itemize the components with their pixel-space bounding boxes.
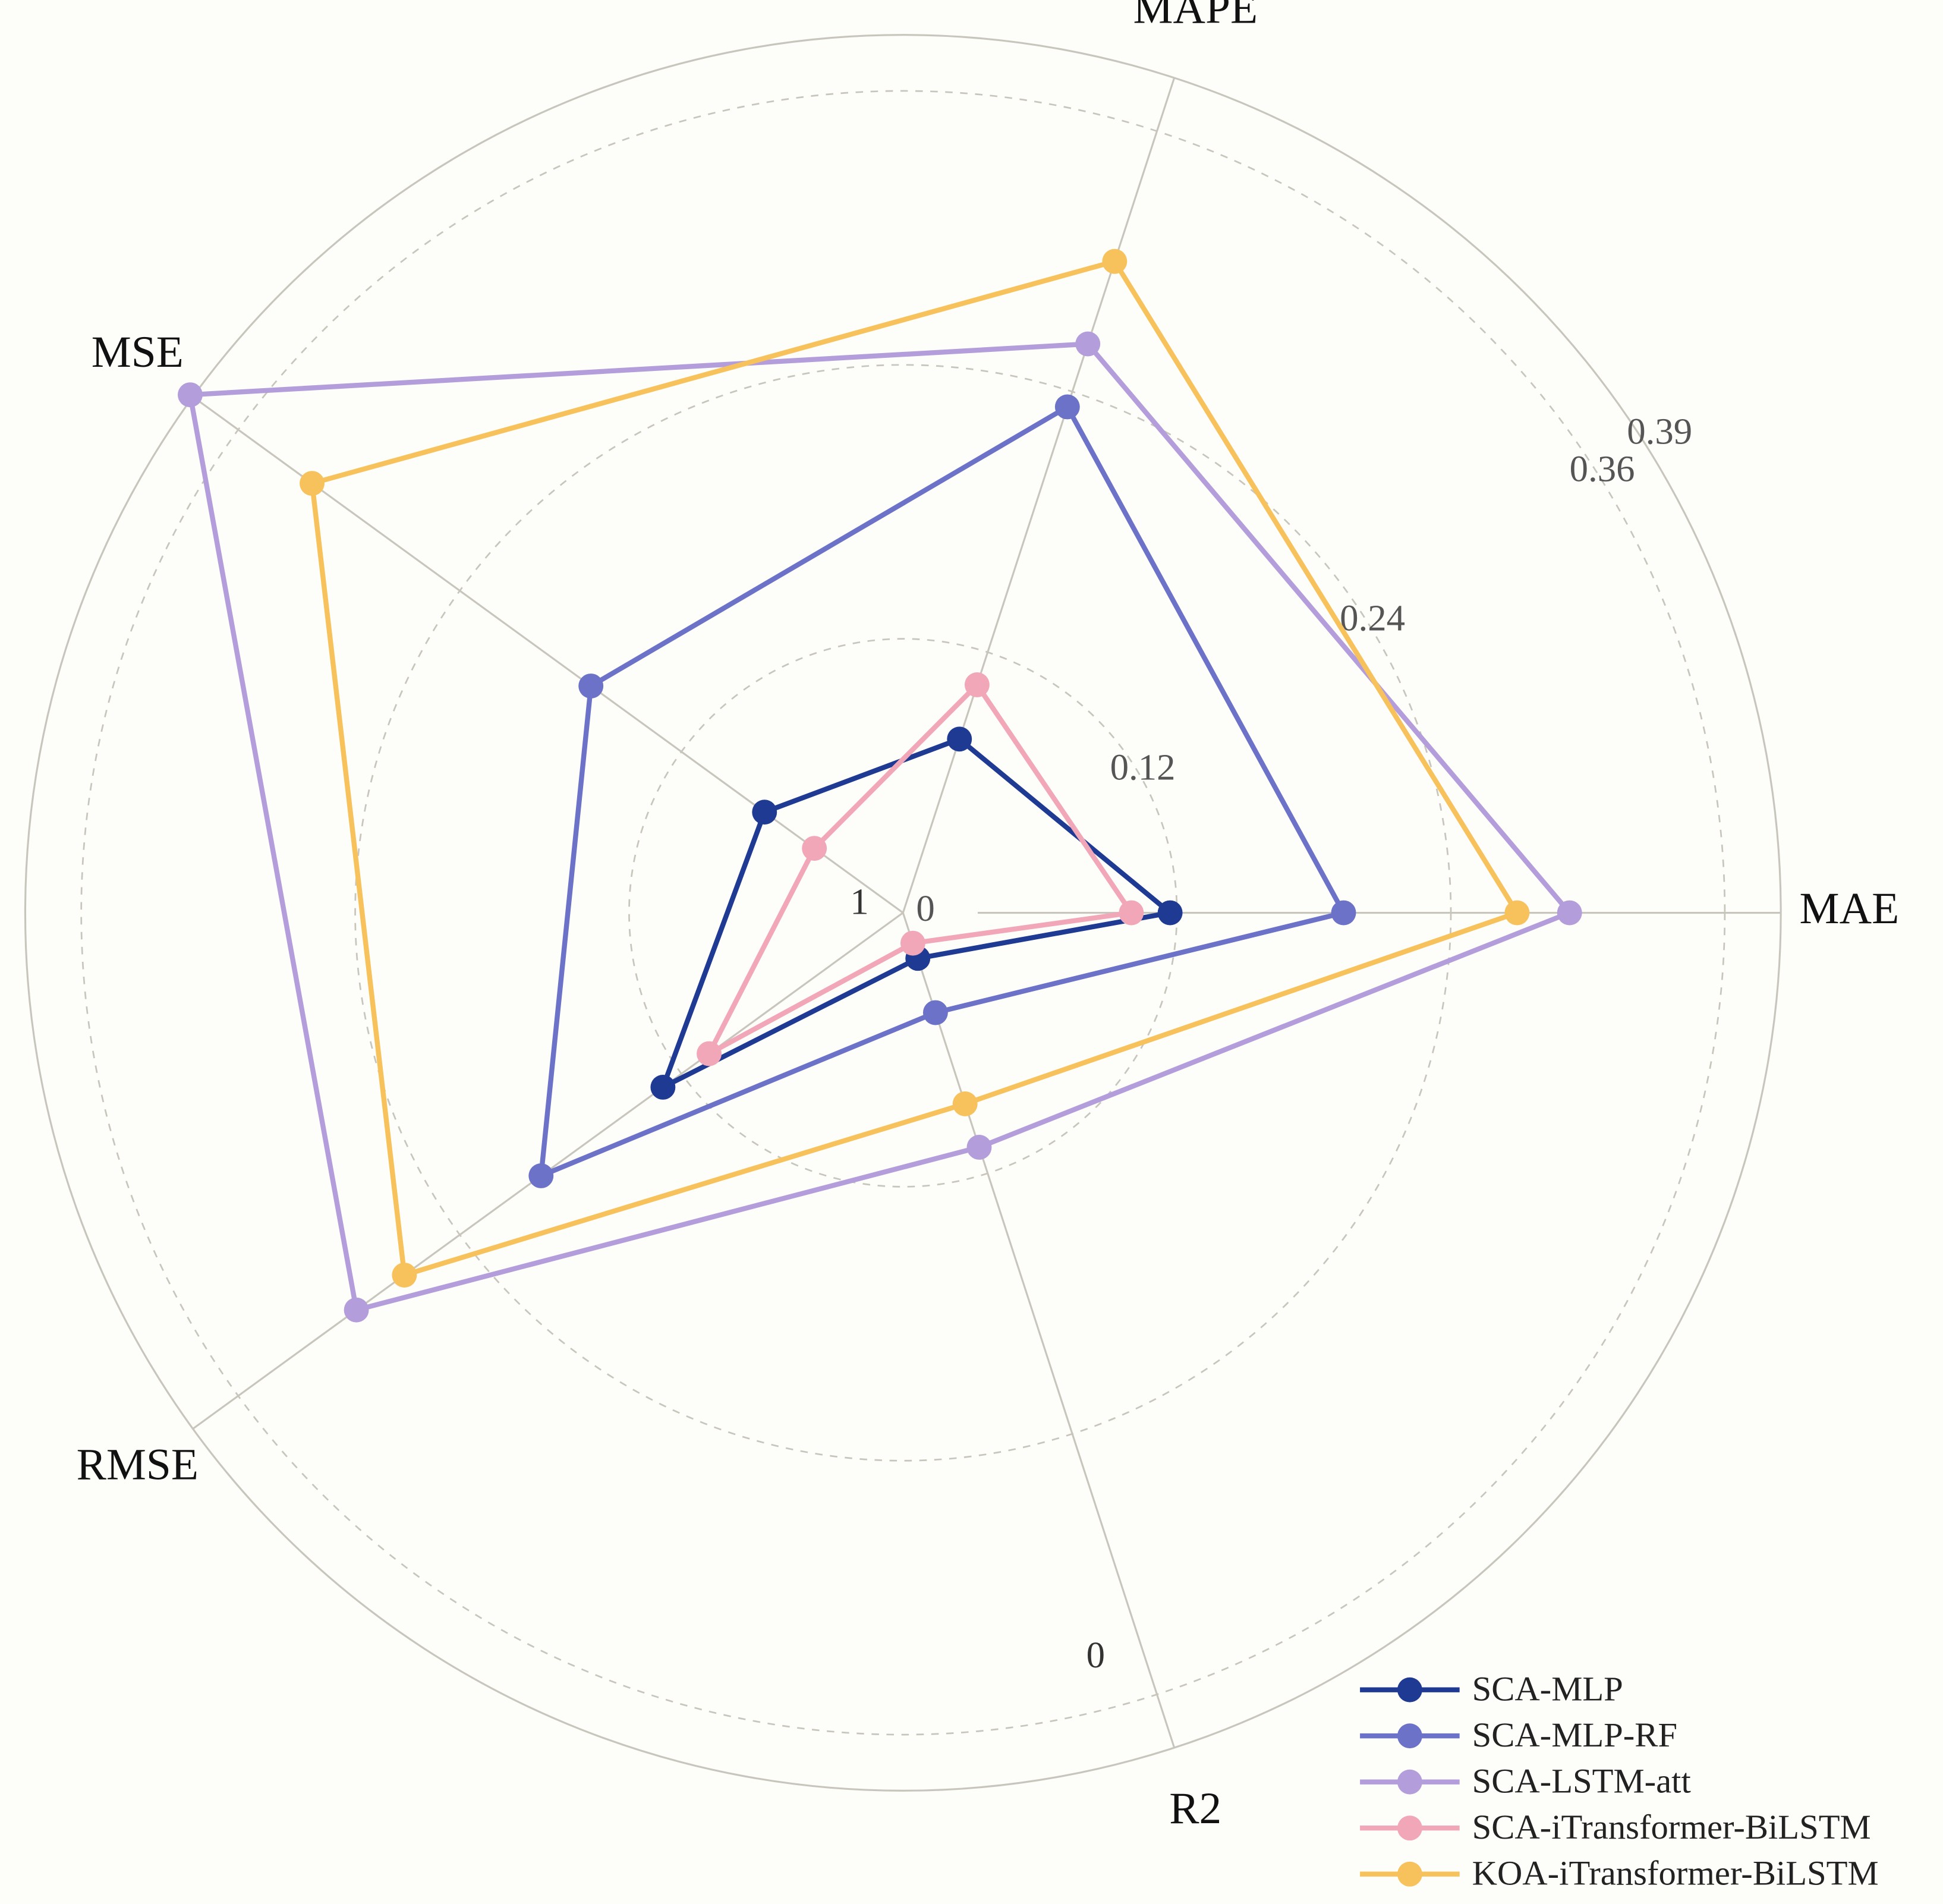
r-tick-label: 0.39 [1627,411,1692,452]
data-point [1119,900,1144,926]
legend-label: SCA-MLP-RF [1472,1716,1677,1754]
data-point [966,1135,992,1160]
data-point [1054,394,1080,420]
data-point [1075,331,1101,357]
category-label: R2 [1169,1784,1221,1833]
legend-label: SCA-LSTM-att [1472,1761,1691,1800]
data-point [947,726,972,752]
data-point [1504,900,1530,926]
series-polygon [539,404,1346,1179]
data-point [1102,248,1128,274]
series-polygon [309,259,1520,1278]
legend-label: SCA-iTransformer-BiLSTM [1472,1808,1871,1846]
data-point [964,672,990,697]
r-tick-label: 0.12 [1110,746,1176,788]
legend-marker [1397,1723,1422,1749]
data-point [344,1297,369,1323]
data-point [922,1000,948,1025]
data-point [178,382,203,408]
data-point [752,800,777,825]
legend-marker [1397,1815,1422,1841]
r-tick-label: 0.36 [1570,448,1635,489]
category-label: RMSE [77,1440,199,1490]
data-point [300,471,325,496]
data-point [1331,900,1356,926]
data-point [392,1263,417,1288]
r2-axis-label: 1 [850,880,868,922]
legend-marker [1397,1677,1422,1702]
data-point [1557,900,1582,926]
category-label: MAE [1800,884,1900,933]
legend-label: SCA-MLP [1472,1669,1623,1708]
series-polygon [187,341,1572,1313]
legend-marker [1397,1769,1422,1795]
axis-spoke [902,912,1176,1748]
data-point [697,1041,722,1066]
data-point [528,1163,554,1188]
r2-axis-label: 0 [1087,1634,1105,1676]
data-point [578,674,604,698]
legend-marker [1397,1861,1422,1887]
data-point [952,1091,978,1116]
data-point [802,836,827,861]
axis-spoke [902,77,1176,913]
data-point [650,1075,676,1100]
series-polygon [660,737,1173,1090]
category-label: MAPE [1133,0,1258,33]
category-label: MSE [92,328,184,377]
series-polygon [706,682,1134,1056]
r-tick-label: 0 [916,888,934,929]
r-tick-label: 0.24 [1340,597,1405,638]
data-point [900,930,925,956]
legend-label: KOA-iTransformer-BiLSTM [1472,1853,1879,1892]
data-point [1157,900,1183,926]
